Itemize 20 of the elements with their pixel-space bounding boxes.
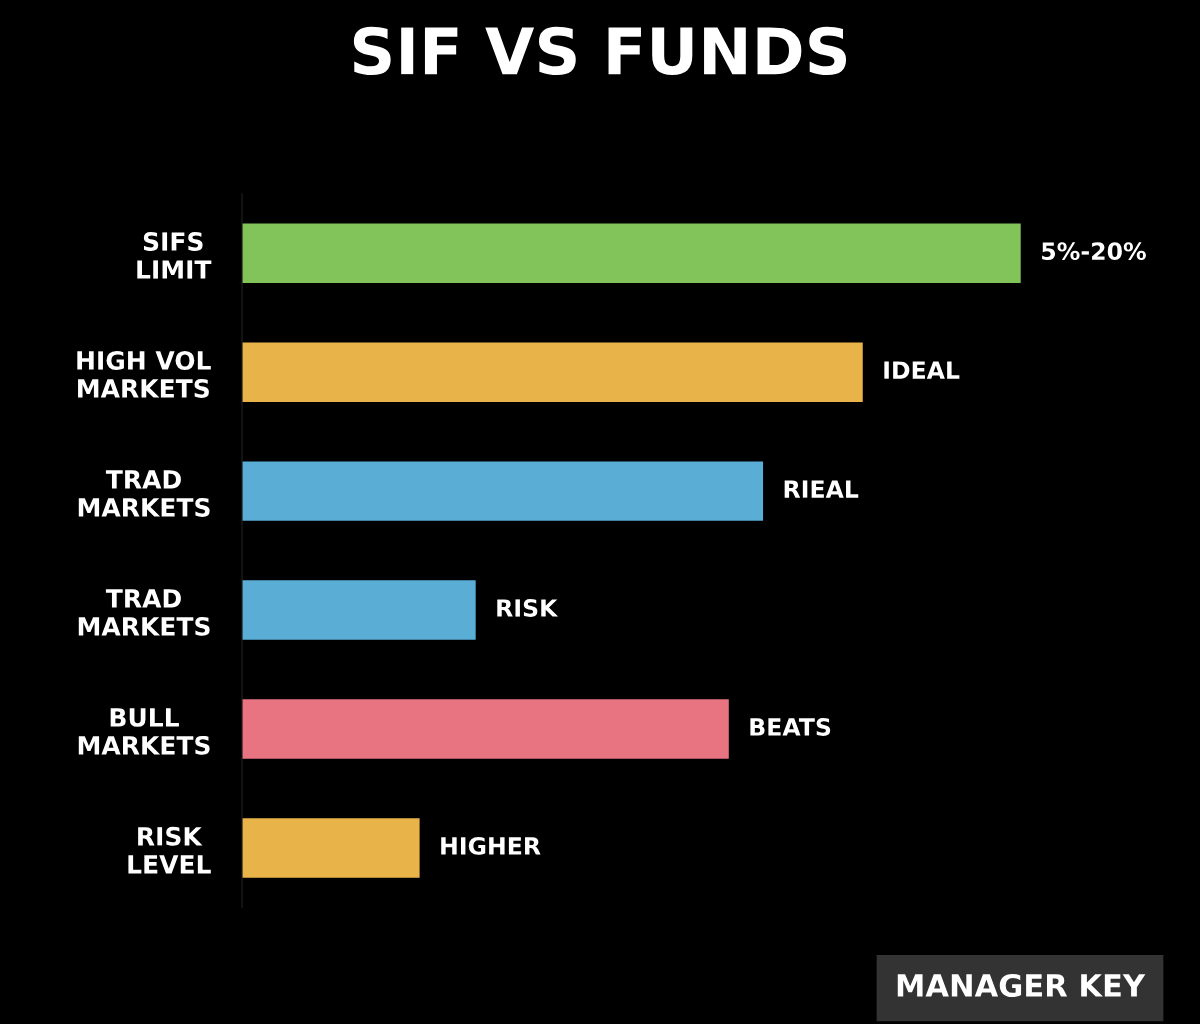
bar <box>242 461 764 521</box>
bar <box>242 580 476 640</box>
text: MANAGER KEY <box>897 973 1146 998</box>
annotation: IDEAL <box>884 361 960 379</box>
bar <box>242 223 1021 283</box>
annotation: RISK <box>497 599 559 617</box>
y-tick-label: HIGH VOL MARKETS <box>77 351 211 398</box>
bar <box>242 818 420 878</box>
bar <box>242 342 863 402</box>
y-tick-label: TRAD MARKETS <box>78 589 210 636</box>
y-tick-label: SIFS LIMIT <box>137 232 212 279</box>
y-tick-label: RISK LEVEL <box>128 826 211 874</box>
annotation: RIEAL <box>784 480 859 498</box>
annotation: BEATS <box>750 718 831 736</box>
annotation: HIGHER <box>441 836 541 855</box>
y-tick-label: BULL MARKETS <box>78 708 210 755</box>
chart-title: SIF VS FUNDS <box>353 26 847 76</box>
bar <box>242 699 729 759</box>
text: 5%-20% <box>1042 242 1146 261</box>
y-tick-label: TRAD MARKETS <box>78 470 210 517</box>
